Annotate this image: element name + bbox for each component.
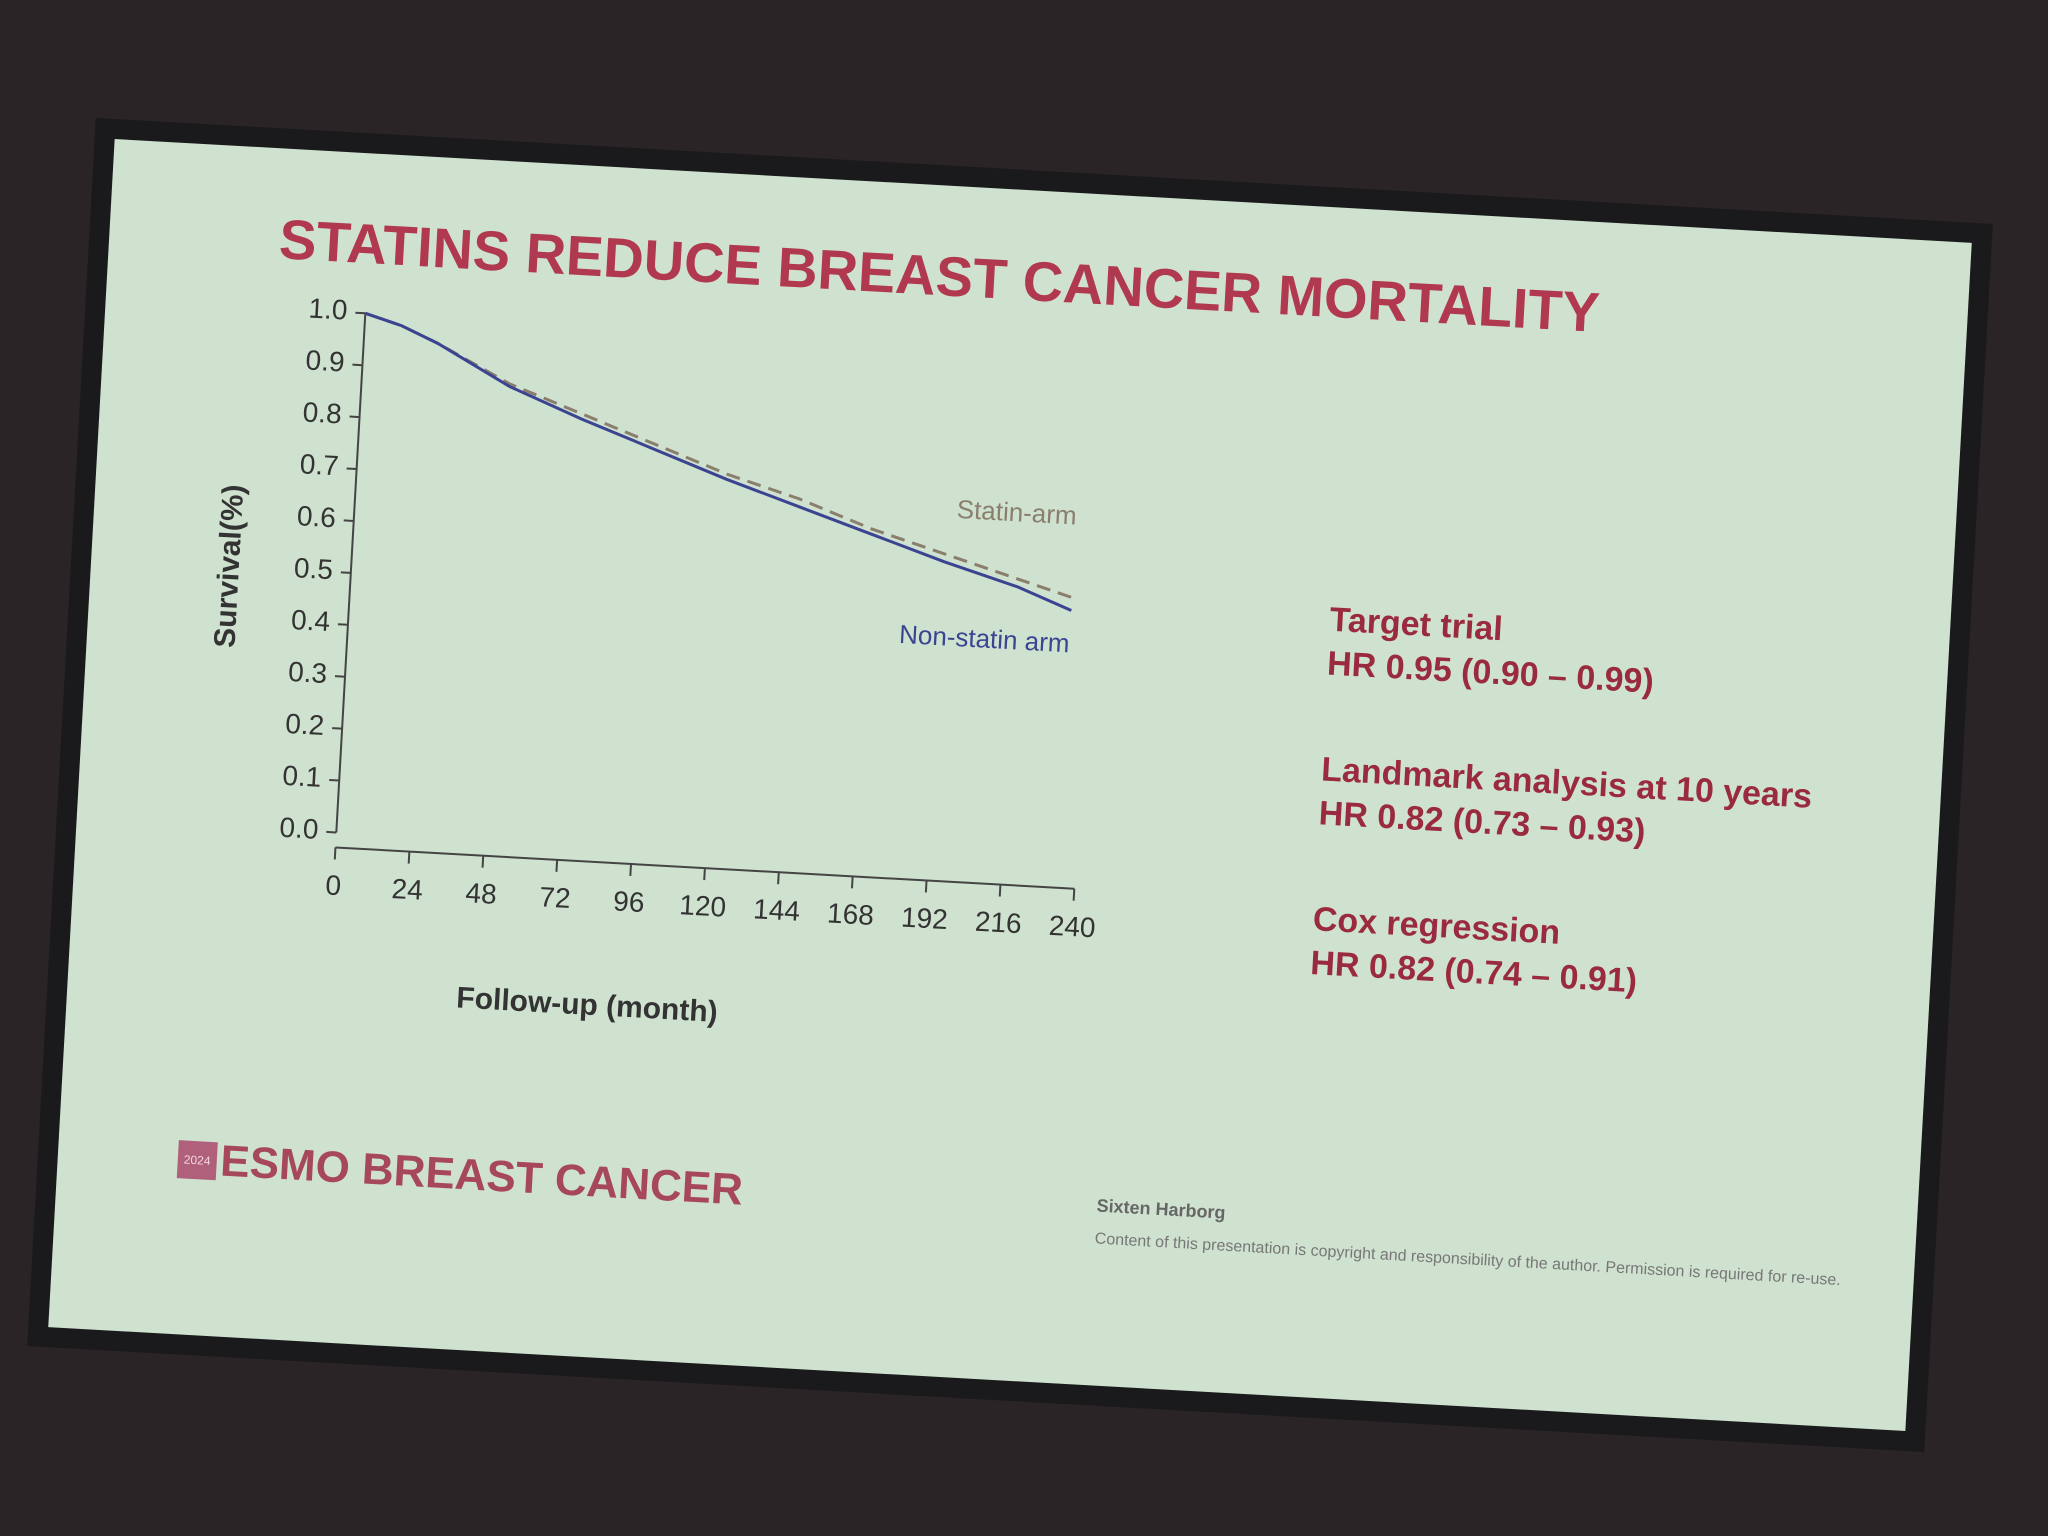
y-tick-label: 0.2	[285, 708, 326, 741]
x-tick-label: 192	[900, 902, 948, 936]
y-tick-label: 0.5	[293, 552, 334, 585]
x-tick-label: 120	[679, 889, 727, 923]
y-tick	[349, 415, 360, 419]
series-label: Statin-arm	[956, 494, 1077, 531]
y-tick-label: 0.4	[290, 604, 331, 637]
y-tick-label: 0.9	[305, 344, 346, 377]
x-tick-label: 0	[325, 869, 342, 901]
y-axis	[335, 313, 367, 833]
y-tick	[332, 727, 343, 730]
projection-screen: STATINS REDUCE BREAST CANCER MORTALITY F…	[27, 117, 1993, 1453]
y-tick-label: 1.0	[308, 293, 349, 326]
series-line	[364, 311, 1073, 599]
result-block: Cox regression HR 0.82 (0.74 – 0.91)	[1309, 897, 1640, 1003]
x-tick	[555, 859, 559, 872]
x-tick	[703, 868, 706, 881]
y-tick	[334, 675, 346, 678]
x-tick	[1072, 888, 1076, 901]
brand-year: 2024	[176, 1140, 218, 1181]
y-tick-label: 0.6	[296, 500, 337, 533]
result-block: Target trial HR 0.95 (0.90 – 0.99)	[1326, 598, 1657, 704]
x-axis-label: Follow-up (month)	[456, 981, 719, 1029]
y-tick	[329, 778, 340, 782]
x-tick	[850, 876, 854, 889]
y-tick-label: 0.1	[282, 760, 323, 793]
y-tick	[346, 467, 357, 471]
x-tick-label: 72	[539, 881, 572, 914]
y-tick-label: 0.8	[302, 396, 343, 429]
y-tick	[326, 830, 337, 834]
x-tick-label: 216	[974, 906, 1022, 940]
x-tick	[629, 863, 632, 877]
x-tick-label: 96	[612, 885, 645, 918]
x-tick-label: 240	[1048, 910, 1096, 944]
y-tick	[340, 571, 351, 574]
x-tick-label: 24	[391, 873, 424, 906]
x-tick-label: 168	[826, 897, 874, 931]
y-tick-label: 0.7	[299, 448, 340, 481]
x-tick	[924, 880, 928, 893]
series-line	[364, 311, 1072, 612]
x-tick	[998, 884, 1002, 897]
y-tick	[343, 519, 354, 522]
x-tick-label: 48	[465, 877, 498, 910]
chart: STATINS REDUCE BREAST CANCER MORTALITY F…	[208, 207, 1602, 1029]
y-tick-label: 0.3	[287, 656, 328, 689]
slide: STATINS REDUCE BREAST CANCER MORTALITY F…	[48, 139, 1972, 1431]
x-tick	[481, 855, 485, 868]
chart-title: STATINS REDUCE BREAST CANCER MORTALITY	[278, 207, 1602, 344]
x-tick-label: 144	[752, 893, 800, 927]
y-tick	[355, 311, 366, 315]
x-tick	[777, 872, 780, 885]
series-label: Non-statin arm	[898, 619, 1070, 658]
x-tick	[407, 851, 411, 864]
y-tick	[337, 623, 348, 626]
y-tick-label: 0.0	[279, 812, 320, 845]
y-tick	[352, 363, 363, 367]
y-axis-label: Survival(%)	[208, 484, 250, 649]
x-tick	[333, 847, 337, 860]
